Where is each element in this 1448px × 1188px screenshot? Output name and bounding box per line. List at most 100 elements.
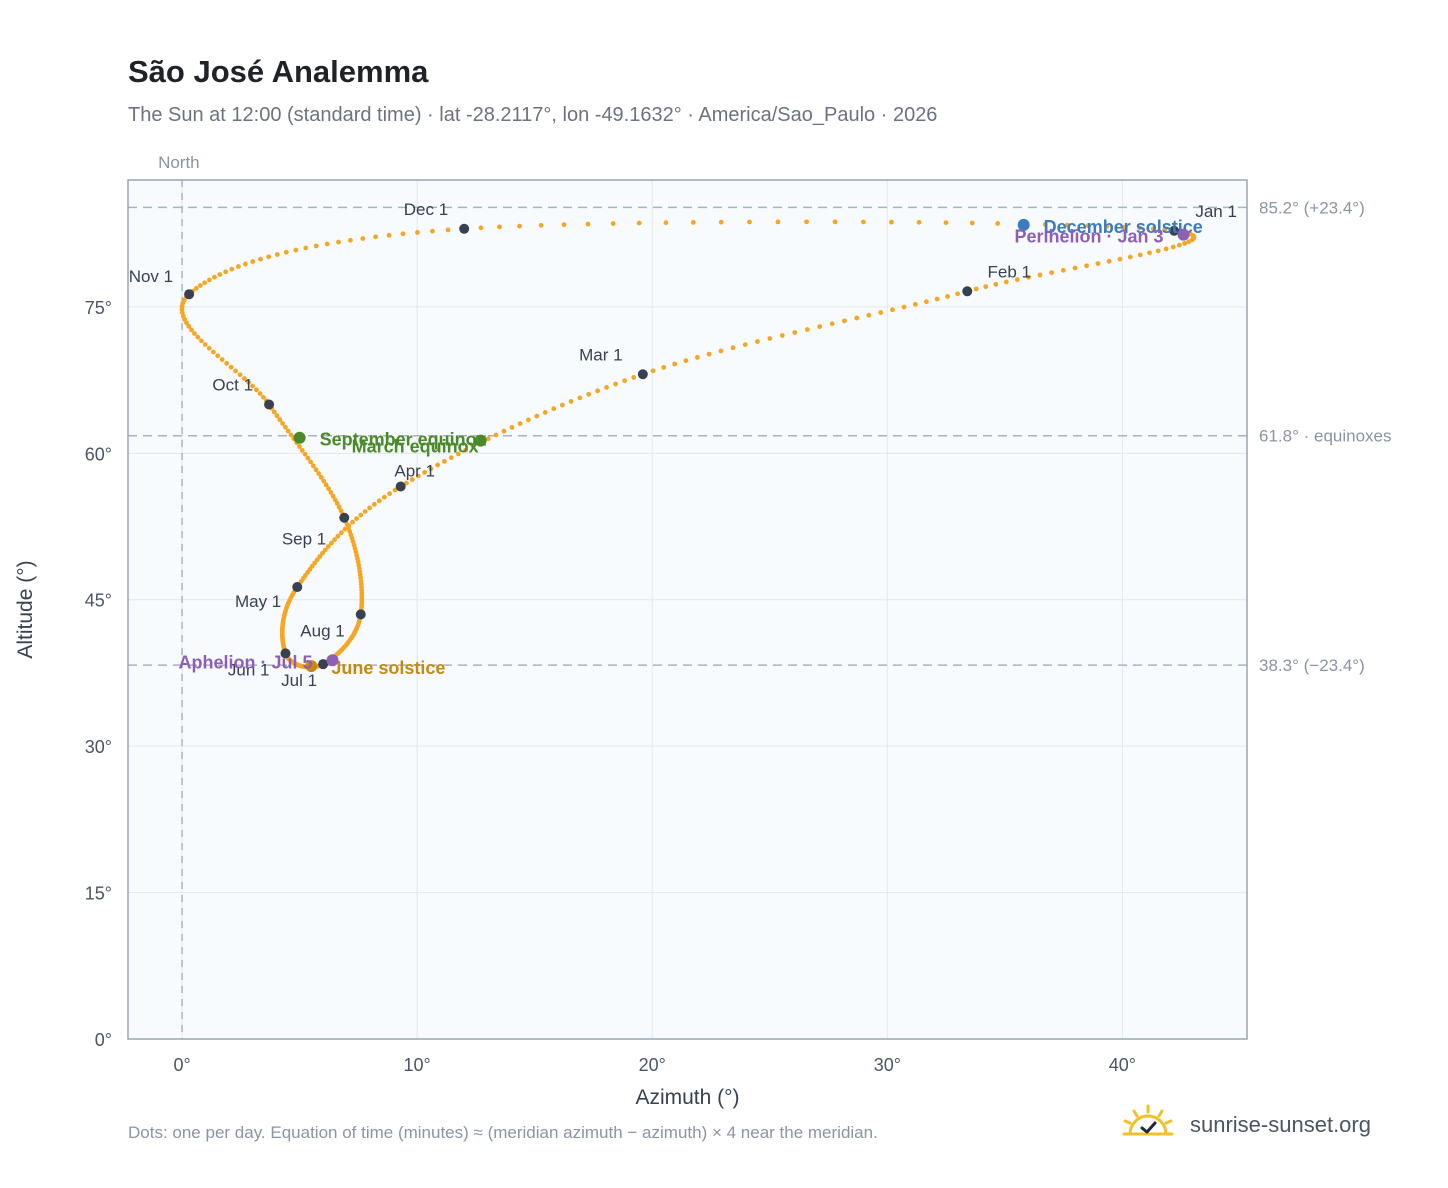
y-axis-title: Altitude (°) — [14, 560, 37, 658]
daily-sun-dot — [358, 512, 364, 518]
daily-sun-dot — [497, 224, 502, 230]
daily-sun-dot — [534, 413, 540, 419]
daily-sun-dot — [901, 304, 907, 310]
daily-sun-dot — [832, 219, 838, 225]
daily-sun-dot — [367, 505, 373, 511]
daily-sun-dot — [767, 336, 773, 341]
event-label: December solstice — [1044, 217, 1203, 237]
y-tick-label: 60° — [85, 444, 112, 464]
x-tick-label: 20° — [639, 1055, 666, 1075]
daily-sun-dot — [916, 219, 922, 225]
sun-check-icon — [1122, 1104, 1174, 1136]
daily-sun-dot — [1137, 225, 1143, 231]
daily-sun-dot — [694, 354, 700, 360]
footnote: Dots: one per day. Equation of time (min… — [128, 1123, 878, 1142]
daily-sun-dot — [622, 378, 628, 384]
daily-sun-dot — [336, 504, 342, 510]
daily-sun-dot — [403, 480, 409, 486]
month-marker — [184, 289, 195, 300]
daily-sun-dot — [636, 220, 642, 226]
daily-sun-dot — [792, 330, 798, 335]
y-tick-label: 75° — [85, 298, 112, 318]
daily-sun-dot — [1049, 270, 1055, 276]
month-marker-label: Oct 1 — [212, 376, 253, 395]
daily-sun-dot — [1037, 272, 1043, 278]
daily-sun-dot — [1150, 226, 1156, 232]
daily-sun-dot — [229, 266, 235, 272]
plot-border — [127, 179, 1248, 1040]
x-tick-label: 0° — [173, 1055, 190, 1075]
daily-sun-dot — [1170, 244, 1176, 250]
daily-sun-dot — [257, 391, 263, 396]
event-label: March equinox — [352, 437, 479, 457]
daily-sun-dot — [193, 286, 199, 291]
daily-sun-dot — [415, 230, 420, 235]
month-marker — [459, 223, 470, 234]
daily-sun-dot — [317, 554, 323, 559]
daily-sun-dot — [551, 406, 557, 412]
month-marker-label: Dec 1 — [404, 200, 448, 219]
daily-sun-dot — [631, 375, 637, 380]
daily-sun-dot — [198, 338, 204, 344]
daily-sun-dot — [313, 243, 319, 249]
daily-sun-dot — [323, 482, 329, 488]
daily-sun-dot — [308, 459, 314, 465]
daily-sun-dot — [542, 409, 548, 415]
daily-sun-dot — [672, 361, 678, 367]
daily-sun-dot — [973, 286, 979, 292]
daily-sun-dot — [1163, 246, 1169, 252]
daily-sun-dot — [320, 550, 325, 556]
daily-sun-dot — [313, 467, 319, 473]
daily-sun-dot — [260, 394, 266, 400]
daily-sun-dot — [250, 383, 255, 389]
daily-sun-dot — [422, 469, 427, 475]
daily-sun-dot — [215, 353, 221, 359]
daily-sun-dot — [559, 402, 565, 408]
daily-sun-dot — [817, 324, 823, 330]
brand[interactable]: sunrise-sunset.org — [1120, 1100, 1420, 1150]
daily-sun-dot — [211, 349, 216, 355]
daily-sun-dot — [890, 307, 895, 313]
x-axis-title: Azimuth (°) — [635, 1086, 739, 1109]
daily-sun-dot — [1121, 224, 1127, 230]
daily-sun-dot — [328, 540, 334, 546]
daily-sun-dot — [415, 473, 421, 479]
reference-line-label: 38.3° (−23.4°) — [1259, 656, 1365, 675]
month-marker-label: Aug 1 — [300, 621, 344, 640]
event-marker — [305, 660, 318, 673]
daily-sun-dot — [1095, 261, 1101, 266]
daily-sun-dot — [1147, 250, 1152, 256]
daily-sun-dot — [299, 447, 305, 453]
daily-sun-dot — [381, 494, 387, 500]
month-marker-label: Apr 1 — [394, 462, 435, 481]
daily-sun-dot — [595, 388, 600, 394]
daily-sun-dot — [197, 283, 203, 288]
daily-sun-dot — [336, 239, 341, 245]
daily-sun-dot — [690, 219, 696, 225]
brand-name: sunrise-sunset.org — [1190, 1112, 1371, 1137]
daily-sun-dot — [428, 466, 434, 472]
daily-sun-dot — [775, 219, 781, 225]
daily-sun-dot — [730, 345, 736, 351]
daily-sun-dot — [1003, 279, 1009, 285]
daily-sun-dot — [1064, 222, 1070, 228]
daily-sun-dot — [470, 443, 476, 449]
month-marker — [264, 399, 275, 410]
y-tick-label: 0° — [95, 1030, 112, 1050]
daily-sun-dot — [955, 291, 960, 297]
daily-sun-dot — [186, 323, 192, 329]
month-marker — [962, 286, 973, 297]
daily-sun-dot — [219, 357, 225, 362]
event-label: June solstice — [331, 658, 445, 678]
daily-sun-dot — [501, 428, 507, 434]
daily-sun-dot — [854, 315, 860, 321]
daily-sun-dot — [912, 301, 918, 307]
month-marker — [318, 659, 329, 670]
x-tick-label: 30° — [874, 1055, 901, 1075]
daily-sun-dot — [310, 463, 316, 469]
daily-sun-dot — [1084, 263, 1089, 269]
daily-sun-dot — [332, 537, 337, 543]
daily-sun-dot — [435, 462, 440, 468]
month-marker — [395, 481, 406, 492]
daily-sun-dot — [742, 342, 748, 348]
